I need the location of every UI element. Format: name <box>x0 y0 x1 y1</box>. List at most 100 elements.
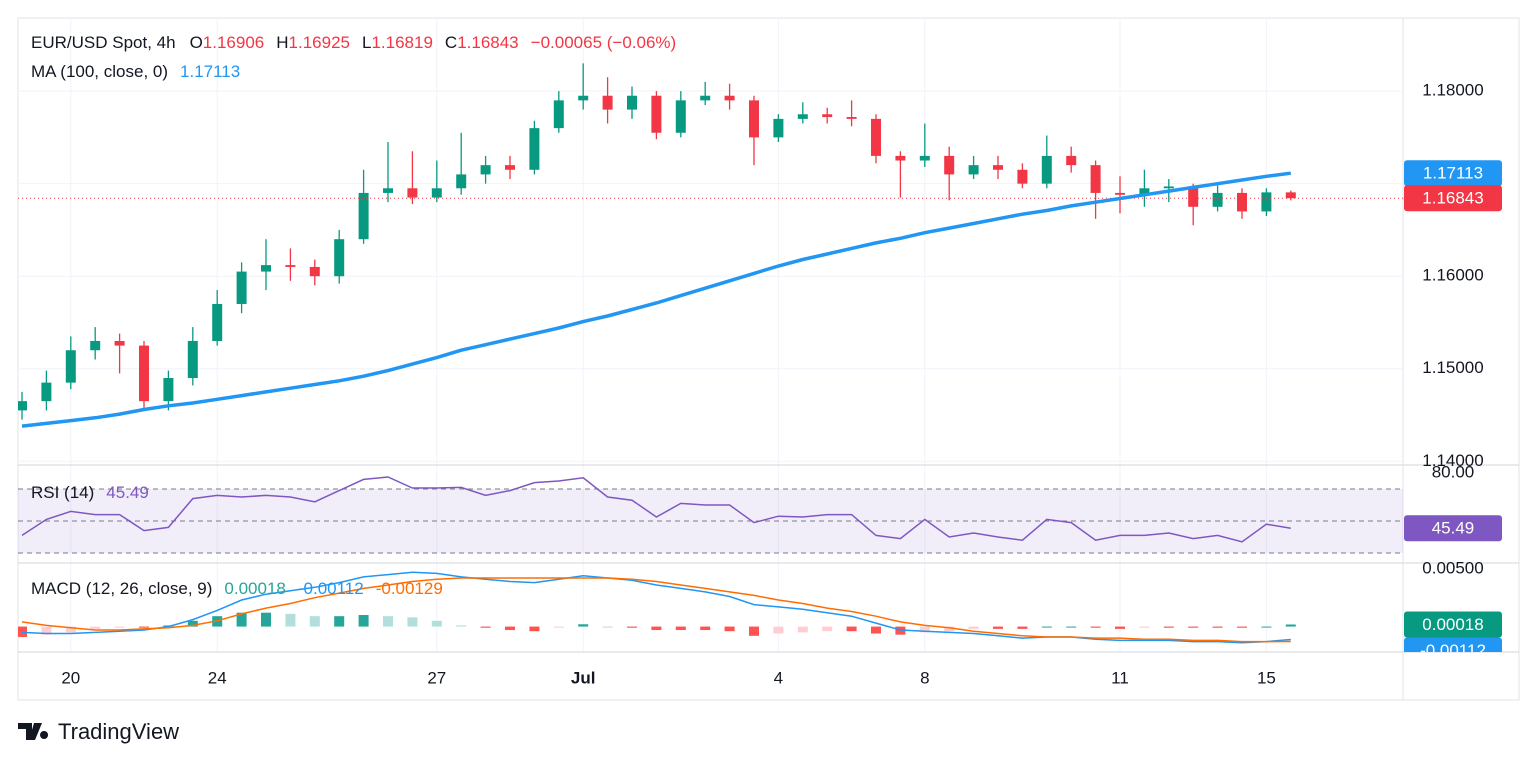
macd-badge: -0.00112 <box>1420 641 1486 660</box>
candle-body <box>505 165 515 170</box>
histogram-bar <box>749 626 759 636</box>
legend-value: 1.17113 <box>180 62 240 81</box>
histogram-bar <box>65 626 76 633</box>
candle-body <box>627 95 637 110</box>
histogram-bar <box>700 626 711 631</box>
histogram-bar <box>822 626 833 632</box>
histogram-bar <box>1237 626 1247 628</box>
histogram-bar <box>1115 626 1125 629</box>
histogram-bar <box>480 626 491 628</box>
histogram-bar <box>993 626 1003 629</box>
candle-body <box>456 174 467 189</box>
histogram-bar <box>553 626 564 628</box>
histogram-bar <box>41 626 52 635</box>
histogram-bar <box>1066 626 1077 628</box>
candle-body <box>431 188 442 198</box>
candle-body <box>919 155 930 161</box>
histogram-bar <box>1041 626 1052 628</box>
histogram-bar <box>529 626 540 632</box>
candle-body <box>1115 192 1125 195</box>
histogram-bar <box>261 612 271 627</box>
histogram-bar <box>1163 626 1174 628</box>
candle-body <box>1066 155 1077 166</box>
histogram-bar <box>1261 626 1272 628</box>
legend-value: C <box>445 33 457 52</box>
plot: 20 24 27 Jul 4 8 11 15 1.14000 1.15000 1.16000 1.17… <box>18 18 1519 700</box>
histogram-bar <box>456 625 467 627</box>
histogram-bar <box>724 626 735 632</box>
legend-value: L <box>362 33 371 52</box>
y-tick-label: 1.16000 <box>1422 266 1483 285</box>
histogram-bar <box>139 626 149 628</box>
candle-body <box>309 266 320 277</box>
legend-value: -0.00129 <box>376 579 443 598</box>
x-tick-label: 24 <box>208 668 227 687</box>
rsi-pane <box>18 476 1403 554</box>
candle-body <box>895 155 906 161</box>
rsi-badge-bg <box>1404 515 1502 542</box>
candle-body <box>1090 165 1101 193</box>
histogram-bar <box>18 626 27 637</box>
histogram-bar <box>651 626 662 631</box>
logo: TradingView <box>18 719 179 744</box>
legend-value: O <box>190 33 203 52</box>
legend-value: RSI (14) <box>31 483 94 502</box>
candle-body <box>139 345 149 402</box>
legend-value: H <box>276 33 288 52</box>
histogram-bar <box>919 626 930 633</box>
histogram-bar <box>358 615 369 627</box>
candle-body <box>236 271 247 304</box>
histogram-bar <box>871 626 881 634</box>
legend-value: 1.16843 <box>457 33 518 52</box>
x-tick-label: 27 <box>427 668 446 687</box>
candle-body <box>602 95 613 110</box>
macd-line <box>21 577 1291 643</box>
histogram-bar <box>1090 626 1101 628</box>
histogram-bar <box>309 616 320 627</box>
candle-body <box>65 350 76 383</box>
candle-body <box>1188 186 1199 207</box>
legend-value: -0.00112 <box>298 579 364 598</box>
histogram-bar <box>675 626 686 631</box>
macd-badge-bg <box>1404 637 1502 652</box>
histogram-bar <box>505 626 515 631</box>
candle-body <box>114 340 125 346</box>
legend-value: −0.00065 (−0.06%) <box>531 33 677 52</box>
x-tick-label: 11 <box>1111 668 1129 687</box>
legend-value: 1.16819 <box>371 33 432 52</box>
candle-body <box>1261 192 1272 212</box>
candle-body <box>1237 192 1247 212</box>
histogram-bar <box>1139 626 1150 628</box>
legend-value: EUR/USD Spot, 4h <box>31 33 176 52</box>
x-tick-label: Jul <box>571 668 596 687</box>
histogram-bar <box>846 626 857 632</box>
candle-body <box>261 265 271 272</box>
legend-rsi: RSI (14) 45.49 <box>31 483 149 502</box>
candle-body <box>700 95 711 101</box>
candle-body <box>358 192 369 240</box>
legend-main: EUR/USD Spot, 4h O1.16906 H1.16925 L1.16819… <box>31 33 676 52</box>
frame <box>17 17 1520 701</box>
x-tick-label: 15 <box>1257 668 1276 687</box>
candle-body <box>529 128 540 170</box>
histogram-bar <box>285 613 296 627</box>
header: EUR/USD Spot, 4h O1.16906 H1.16925 L1.16819… <box>31 33 676 598</box>
ma-line <box>21 171 1292 428</box>
histogram-bar <box>334 616 345 627</box>
candle-body <box>212 303 223 341</box>
macd-axis: 0.00018 -0.00112 <box>1404 611 1502 660</box>
brand: TradingView <box>58 719 179 744</box>
histogram-bar <box>1017 626 1028 629</box>
histogram-bar <box>773 626 784 634</box>
candle-body <box>797 114 808 119</box>
y-tick-label: 80.00 <box>1432 462 1475 481</box>
candle-body <box>944 155 955 175</box>
histogram-bar <box>114 626 125 628</box>
candle-body <box>18 401 27 411</box>
x-tick-label: 8 <box>920 668 929 687</box>
candle-body <box>285 265 296 267</box>
y-tick-label: 1.18000 <box>1422 81 1483 100</box>
rsi-badge: 45.49 <box>1432 519 1475 538</box>
legend-value: 1.16906 <box>203 33 264 52</box>
